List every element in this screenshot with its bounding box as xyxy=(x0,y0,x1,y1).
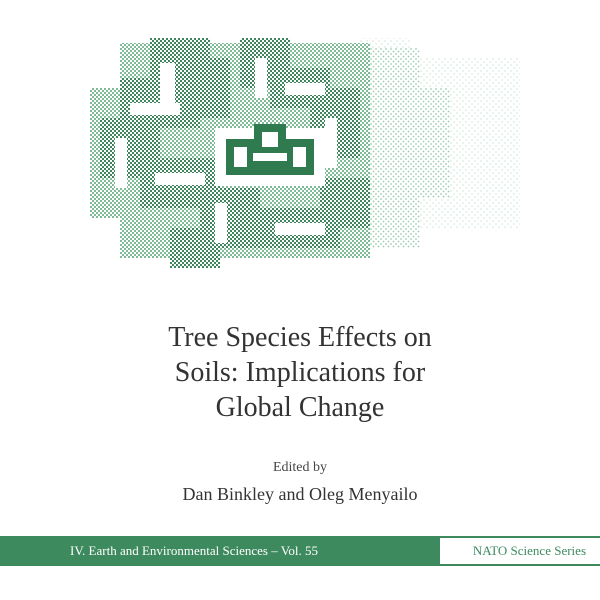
title-line-3: Global Change xyxy=(0,390,600,425)
series-bar: IV. Earth and Environmental Sciences – V… xyxy=(0,536,600,566)
title-line-1: Tree Species Effects on xyxy=(0,320,600,355)
title-block: Tree Species Effects on Soils: Implicati… xyxy=(0,320,600,425)
cover-graphic xyxy=(60,28,540,283)
series-name: NATO Science Series xyxy=(440,536,600,566)
editor-names: Dan Binkley and Oleg Menyailo xyxy=(0,484,600,505)
editor-block: Edited by Dan Binkley and Oleg Menyailo xyxy=(0,460,600,505)
series-subject: IV. Earth and Environmental Sciences – V… xyxy=(0,536,440,566)
title-line-2: Soils: Implications for xyxy=(0,355,600,390)
pattern-svg xyxy=(60,28,540,283)
edited-by-label: Edited by xyxy=(0,460,600,476)
